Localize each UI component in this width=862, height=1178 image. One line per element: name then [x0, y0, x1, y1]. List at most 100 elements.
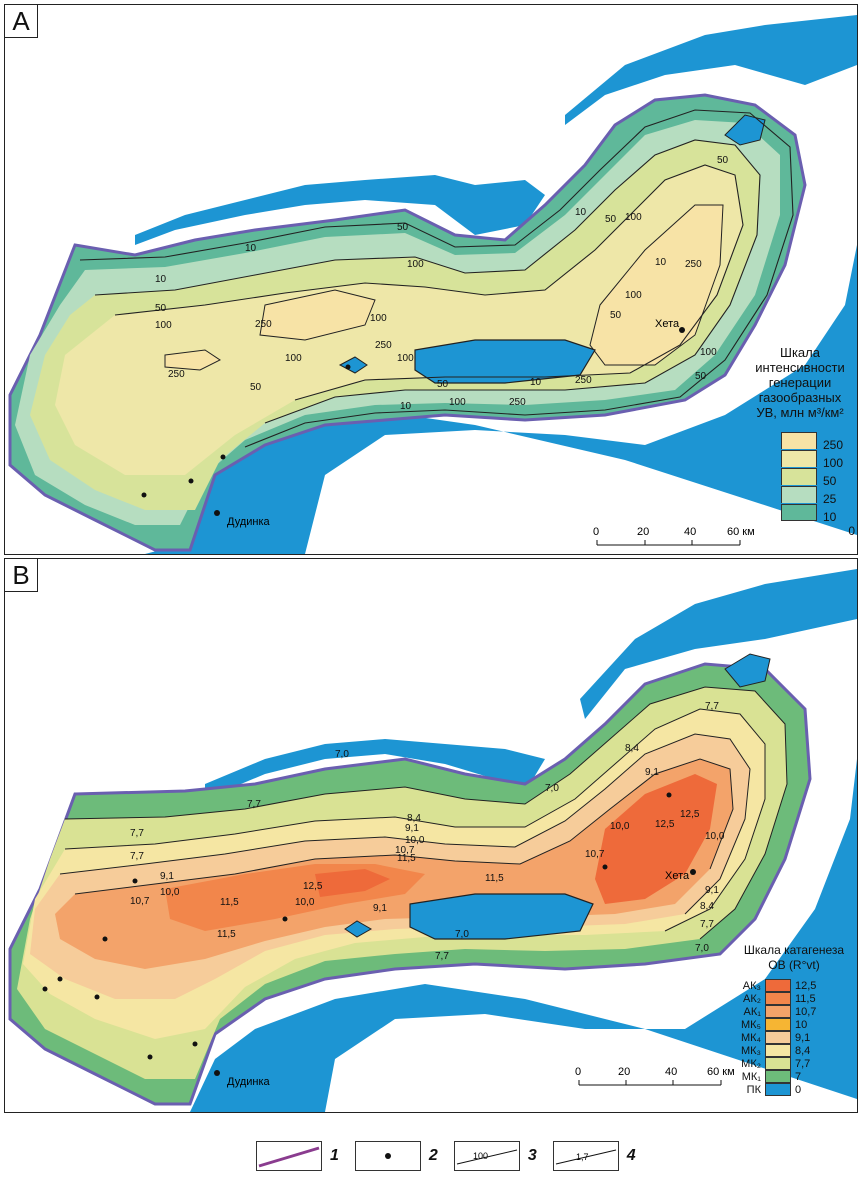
contour-label: 250 [168, 369, 185, 380]
legend-row: 10 [781, 504, 855, 524]
legend-title-a: Шкала интенсивности генерации газообразн… [745, 345, 855, 420]
well-marker [188, 478, 194, 484]
contour-label: 8,4 [700, 901, 714, 912]
contour-label: 100 [407, 259, 424, 270]
legend-grade: АК₃ [742, 979, 761, 992]
contour-label: 10 [530, 377, 542, 388]
contour-label: 11,5 [217, 929, 236, 940]
lake [409, 893, 594, 940]
scale-tick: 60 км [727, 526, 755, 538]
legend-symbol-isoline-catagenesis: 1,7 [552, 1141, 619, 1171]
city-marker [214, 510, 220, 516]
contour-label: 7,7 [130, 851, 144, 862]
bottom-legend: 1 2 100 3 1,7 4 [256, 1141, 644, 1171]
legend-grade: МК₁ [741, 1070, 761, 1083]
legend-number: 3 [527, 1147, 537, 1164]
legend-value: 25 [823, 492, 837, 506]
legend-row: 0 [781, 522, 855, 538]
well-marker [666, 792, 672, 798]
contour-label: 11,5 [220, 897, 239, 908]
zone-250-b [589, 204, 724, 366]
contour-label: 50 [437, 379, 449, 390]
zone-100 [55, 165, 743, 475]
zone-250-c [164, 349, 221, 371]
contour-label: 8,4 [625, 743, 639, 754]
legend-grade: МК₂ [741, 1057, 761, 1070]
contour-label: 250 [685, 259, 702, 270]
contour-label: 10,0 [705, 831, 725, 842]
legend-value: 10 [823, 510, 837, 524]
legend-swatch [781, 432, 817, 449]
well-marker [94, 994, 100, 1000]
zone-125-b [315, 869, 390, 897]
legend-row: МК₁ 7 [733, 1070, 855, 1083]
legend-number: 2 [428, 1147, 438, 1164]
legend-title-line: Шкала катагенеза [743, 943, 845, 957]
zone-125 [595, 774, 717, 904]
contour-label: 100 [370, 313, 387, 324]
scale-tick: 40 [665, 1066, 677, 1078]
contour-label: 7,7 [705, 701, 719, 712]
contour-label: 7,0 [335, 749, 349, 760]
contour-label: 50 [605, 214, 617, 225]
scale-tick: 60 км [707, 1066, 735, 1078]
contour-label: 50 [397, 222, 409, 233]
legend-title-line: газообразных [758, 390, 842, 405]
contour-label: 7,7 [435, 951, 449, 962]
contour-label: 50 [717, 155, 729, 166]
legend-row: АК₂ 11,5 [733, 992, 855, 1005]
contour-line [64, 686, 788, 940]
legend-grade: АК₁ [743, 1005, 761, 1018]
contour-label: 9,1 [405, 823, 419, 834]
contour-label: 10 [400, 401, 412, 412]
contour-label: 10,0 [610, 821, 630, 832]
contour-label: 9,1 [373, 903, 387, 914]
legend-row: МК₅ 10 [733, 1018, 855, 1031]
city-label-dudinka: Дудинка [227, 1076, 271, 1088]
legend-value: 10 [795, 1018, 808, 1031]
contour-line [64, 708, 766, 932]
contour-label: 250 [575, 375, 592, 386]
lake-north [724, 114, 766, 146]
zone-250-a [259, 289, 376, 341]
contour-label: 50 [250, 382, 262, 393]
contour-label: 10,7 [585, 849, 605, 860]
legend-row: МК₂ 7,7 [733, 1057, 855, 1070]
legend-row: 250 [781, 432, 855, 452]
city-label-dudinka: Дудинка [227, 516, 271, 528]
panel-letter-b: B [5, 559, 38, 592]
well-marker [220, 454, 226, 460]
legend-title-line: Шкала [780, 345, 820, 360]
legend-grade: ПК [746, 1083, 761, 1096]
legend-b: Шкала катагенеза ОВ (R°vt) АК₃ 12,5 АК₂ 11… [733, 943, 855, 1096]
well-marker [141, 492, 147, 498]
legend-row: МК₃ 8,4 [733, 1044, 855, 1057]
legend-swatches-a: 250 100 50 25 10 0 [781, 432, 855, 538]
contour-label: 12,5 [303, 881, 323, 892]
legend-grade: АК₂ [742, 992, 761, 1005]
legend-symbol-well [354, 1141, 421, 1171]
contour-10 [79, 109, 794, 448]
legend-value: 7,7 [795, 1057, 811, 1070]
contour-label: 12,5 [655, 819, 675, 830]
well-marker [345, 364, 351, 370]
city-marker [214, 1070, 220, 1076]
legend-symbol-isoline: 100 [453, 1141, 520, 1171]
contour-label: 10 [575, 207, 587, 218]
legend-swatch [781, 450, 817, 467]
legend-swatch [781, 468, 817, 485]
contour-label: 10,0 [160, 887, 180, 898]
contour-label: 11,5 [397, 853, 416, 864]
legend-value: 9,1 [795, 1031, 811, 1044]
legend-swatches-b: АК₃ 12,5 АК₂ 11,5 АК₁ 10,7 МК₅ 10 МК₄ 9,1 МК₃… [733, 979, 855, 1096]
sea-north-2 [205, 739, 545, 799]
contour-label: 50 [155, 303, 167, 314]
contour-label: 7,0 [545, 783, 559, 794]
legend-value: 12,5 [795, 979, 817, 992]
contour-label: 100 [397, 353, 414, 364]
legend-value: 10,7 [795, 1005, 817, 1018]
well-marker [147, 1054, 153, 1060]
scale-tick: 20 [618, 1066, 630, 1078]
legend-number: 4 [626, 1147, 636, 1164]
legend-swatch [781, 486, 817, 503]
